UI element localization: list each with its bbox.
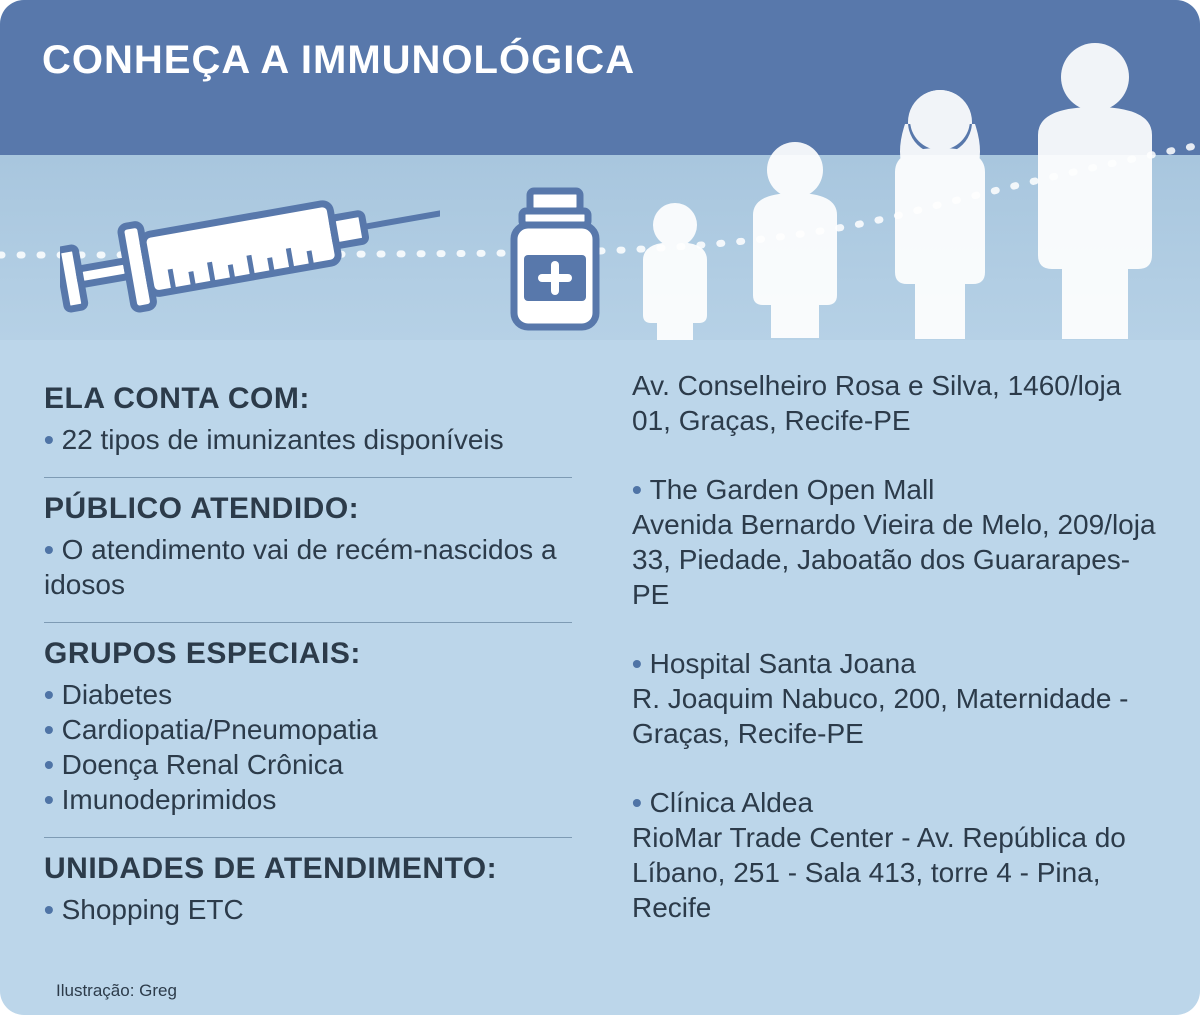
- medicine-bottle-icon: [500, 185, 610, 335]
- location-lead: • Clínica Aldea: [632, 785, 1160, 820]
- location-block: • Clínica AldeaRioMar Trade Center - Av.…: [632, 785, 1160, 925]
- bullet-text: O atendimento vai de recém-nascidos a id…: [44, 534, 557, 600]
- content-columns: ELA CONTA COM: • 22 tipos de imunizantes …: [0, 340, 1200, 957]
- location-address: Av. Conselheiro Rosa e Silva, 1460/loja …: [632, 368, 1160, 438]
- left-column: ELA CONTA COM: • 22 tipos de imunizantes …: [44, 368, 572, 947]
- bullet-dot-icon: •: [632, 474, 650, 505]
- section-title: UNIDADES DE ATENDIMENTO:: [44, 852, 572, 886]
- location-lead: • The Garden Open Mall: [632, 472, 1160, 507]
- bullet-item: • O atendimento vai de recém-nascidos a …: [44, 532, 572, 602]
- bullet-item: • Imunodeprimidos: [44, 782, 572, 817]
- family-silhouettes-icon: [620, 35, 1180, 340]
- location-lead-text: The Garden Open Mall: [650, 474, 935, 505]
- illustration-band: [0, 155, 1200, 340]
- info-section: ELA CONTA COM: • 22 tipos de imunizantes …: [44, 368, 572, 477]
- location-address: RioMar Trade Center - Av. República do L…: [632, 820, 1160, 925]
- bullet-dot-icon: •: [632, 787, 650, 818]
- bullet-item: • Shopping ETC: [44, 892, 572, 927]
- info-section: PÚBLICO ATENDIDO: • O atendimento vai de …: [44, 477, 572, 622]
- location-block: Av. Conselheiro Rosa e Silva, 1460/loja …: [632, 368, 1160, 438]
- bullet-dot-icon: •: [44, 894, 62, 925]
- bullet-dot-icon: •: [44, 714, 62, 745]
- location-lead: • Hospital Santa Joana: [632, 646, 1160, 681]
- info-section: UNIDADES DE ATENDIMENTO: • Shopping ETC: [44, 837, 572, 947]
- section-title: ELA CONTA COM:: [44, 382, 572, 416]
- location-address: Avenida Bernardo Vieira de Melo, 209/loj…: [632, 507, 1160, 612]
- bullet-item: • Doença Renal Crônica: [44, 747, 572, 782]
- location-lead-text: Clínica Aldea: [650, 787, 813, 818]
- infographic-card: CONHEÇA A IMMUNOLÓGICA: [0, 0, 1200, 1015]
- location-block: • The Garden Open MallAvenida Bernardo V…: [632, 472, 1160, 612]
- location-lead-text: Hospital Santa Joana: [650, 648, 916, 679]
- bullet-dot-icon: •: [44, 784, 62, 815]
- bullet-item: • 22 tipos de imunizantes disponíveis: [44, 422, 572, 457]
- location-address: R. Joaquim Nabuco, 200, Maternidade - Gr…: [632, 681, 1160, 751]
- syringe-icon: [60, 165, 440, 335]
- info-section: GRUPOS ESPECIAIS:• Diabetes• Cardiopatia…: [44, 622, 572, 837]
- location-block: • Hospital Santa JoanaR. Joaquim Nabuco,…: [632, 646, 1160, 751]
- bullet-item: • Diabetes: [44, 677, 572, 712]
- bullet-text: Shopping ETC: [62, 894, 244, 925]
- section-title: PÚBLICO ATENDIDO:: [44, 492, 572, 526]
- bullet-text: Imunodeprimidos: [62, 784, 277, 815]
- section-title: GRUPOS ESPECIAIS:: [44, 637, 572, 671]
- bullet-dot-icon: •: [44, 679, 62, 710]
- bullet-text: 22 tipos de imunizantes disponíveis: [62, 424, 504, 455]
- bullet-dot-icon: •: [632, 648, 650, 679]
- illustration-credit: Ilustração: Greg: [56, 981, 177, 1001]
- bullet-text: Diabetes: [62, 679, 173, 710]
- bullet-item: • Cardiopatia/Pneumopatia: [44, 712, 572, 747]
- bullet-text: Cardiopatia/Pneumopatia: [62, 714, 378, 745]
- bullet-dot-icon: •: [44, 749, 62, 780]
- right-column: Av. Conselheiro Rosa e Silva, 1460/loja …: [632, 368, 1160, 947]
- bullet-dot-icon: •: [44, 424, 62, 455]
- bullet-text: Doença Renal Crônica: [62, 749, 344, 780]
- bullet-dot-icon: •: [44, 534, 62, 565]
